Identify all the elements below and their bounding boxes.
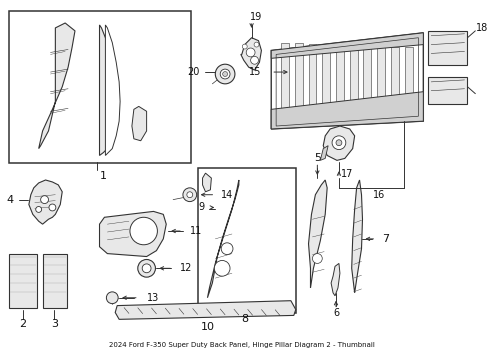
Bar: [336, 45, 344, 111]
Text: 8: 8: [241, 314, 248, 324]
Polygon shape: [331, 264, 340, 296]
Text: 13: 13: [147, 293, 159, 303]
Text: 9: 9: [198, 202, 204, 212]
Circle shape: [254, 42, 259, 47]
Text: 2: 2: [20, 319, 26, 329]
Bar: [281, 42, 289, 109]
Polygon shape: [352, 180, 363, 293]
Polygon shape: [132, 107, 147, 141]
Bar: [295, 43, 303, 110]
Polygon shape: [115, 301, 296, 319]
Polygon shape: [99, 25, 115, 156]
Text: 12: 12: [180, 263, 193, 273]
Circle shape: [41, 196, 49, 203]
Text: 14: 14: [221, 190, 233, 200]
Circle shape: [215, 64, 235, 84]
Circle shape: [332, 136, 346, 150]
Text: 19: 19: [250, 12, 263, 22]
Bar: [309, 44, 317, 110]
Text: 1: 1: [100, 171, 107, 181]
Bar: [197, 168, 296, 314]
Bar: [377, 46, 385, 113]
Polygon shape: [320, 146, 328, 160]
Bar: [322, 44, 330, 111]
Polygon shape: [271, 33, 423, 129]
Polygon shape: [323, 126, 355, 160]
Polygon shape: [202, 173, 211, 192]
Bar: [428, 77, 467, 104]
Circle shape: [313, 253, 322, 264]
Text: 17: 17: [341, 169, 353, 179]
Bar: [428, 31, 467, 65]
Text: 11: 11: [190, 226, 202, 236]
Circle shape: [214, 261, 230, 276]
Bar: [364, 46, 371, 112]
Circle shape: [187, 192, 193, 198]
Text: 16: 16: [373, 190, 385, 200]
Bar: [391, 46, 399, 113]
Polygon shape: [309, 180, 327, 288]
Text: 20: 20: [187, 67, 199, 77]
Bar: [405, 47, 413, 114]
Polygon shape: [271, 92, 423, 129]
Text: 18: 18: [476, 23, 489, 33]
Text: 10: 10: [200, 322, 215, 332]
Text: 2024 Ford F-350 Super Duty Back Panel, Hinge Pillar Diagram 2 - Thumbnail: 2024 Ford F-350 Super Duty Back Panel, H…: [109, 342, 375, 348]
Circle shape: [36, 207, 42, 212]
Text: 5: 5: [314, 153, 321, 163]
Text: 3: 3: [51, 319, 58, 329]
Circle shape: [250, 57, 259, 64]
Circle shape: [138, 260, 155, 277]
Bar: [43, 253, 67, 307]
Polygon shape: [271, 33, 423, 58]
Text: 7: 7: [382, 234, 389, 244]
Bar: [350, 45, 358, 112]
Polygon shape: [241, 38, 262, 70]
Polygon shape: [99, 211, 166, 257]
Circle shape: [336, 140, 342, 146]
Circle shape: [242, 44, 247, 49]
Circle shape: [246, 48, 255, 57]
Polygon shape: [207, 180, 239, 298]
Bar: [9, 253, 37, 307]
Circle shape: [106, 292, 118, 303]
Polygon shape: [105, 25, 120, 156]
Circle shape: [183, 188, 196, 202]
Circle shape: [220, 69, 230, 79]
Polygon shape: [39, 23, 75, 149]
Circle shape: [130, 217, 157, 245]
Text: 6: 6: [333, 309, 339, 319]
Polygon shape: [29, 180, 62, 224]
Bar: [9, 11, 191, 163]
Circle shape: [49, 204, 56, 211]
Circle shape: [142, 264, 151, 273]
Text: 4: 4: [6, 195, 13, 204]
Circle shape: [222, 72, 227, 76]
Circle shape: [221, 243, 233, 255]
Text: 15: 15: [249, 67, 262, 77]
